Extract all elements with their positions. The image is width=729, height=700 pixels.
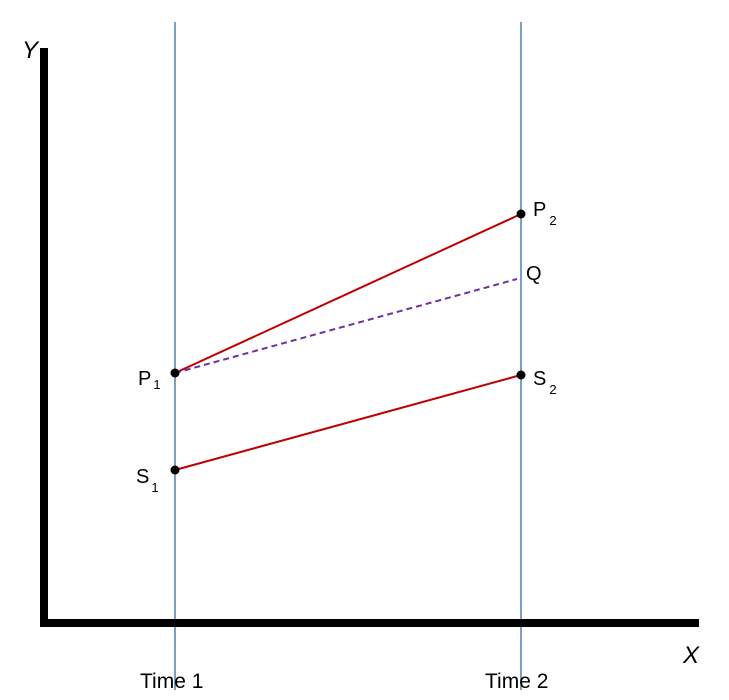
x-axis-label: X — [682, 642, 700, 669]
point-s1 — [170, 465, 180, 475]
label-s1-letter: S — [136, 466, 149, 488]
p1-p2-segment — [174, 213, 522, 374]
point-p2 — [516, 209, 526, 219]
point-s2 — [516, 370, 526, 380]
p1-q-dashed-segment — [174, 278, 518, 374]
label-p1-sub: 1 — [153, 377, 160, 392]
time-1-label: Time 1 — [140, 670, 203, 693]
label-s1-sub: 1 — [151, 480, 158, 495]
y-axis-label: Y — [22, 37, 40, 64]
label-s2-letter: S — [533, 368, 546, 390]
label-p1-letter: P — [138, 368, 151, 390]
label-s2-sub: 2 — [549, 382, 556, 397]
s1-s2-segment — [174, 374, 522, 471]
time-2-label: Time 2 — [485, 670, 548, 693]
label-q: Q — [526, 263, 542, 285]
label-p2-sub: 2 — [549, 213, 556, 228]
label-p2-letter: P — [533, 199, 546, 221]
point-p1 — [170, 368, 180, 378]
